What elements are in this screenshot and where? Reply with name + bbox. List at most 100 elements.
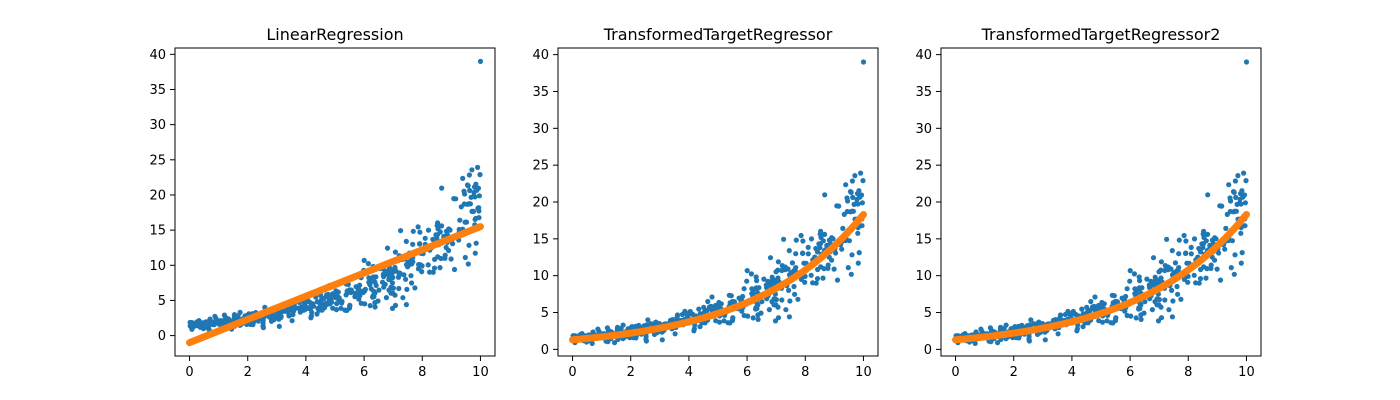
scatter-point [1240, 194, 1246, 200]
scatter-point [775, 304, 781, 310]
scatter-point [731, 299, 737, 305]
scatter-point [750, 315, 756, 321]
scatter-point [289, 318, 295, 324]
scatter-point [1027, 322, 1033, 328]
scatter-point [848, 271, 854, 277]
scatter-point [325, 299, 331, 305]
scatter-point [461, 188, 467, 194]
scatter-point [1208, 262, 1214, 268]
scatter-point [476, 215, 482, 221]
scatter-point [435, 220, 441, 226]
scatter-point [1204, 266, 1210, 272]
scatter-point [1205, 231, 1211, 237]
scatter-point [775, 259, 781, 265]
x-tick-label: 6 [1126, 365, 1134, 380]
y-tick-label: 30 [915, 122, 932, 137]
scatter-point [589, 340, 595, 346]
scatter-point [1062, 311, 1068, 318]
scatter-point [697, 324, 703, 330]
scatter-point [843, 182, 849, 188]
scatter-point [1165, 264, 1171, 270]
scatter-point [223, 319, 229, 325]
x-tick-label: 2 [1010, 365, 1018, 380]
scatter-point [462, 254, 468, 261]
scatter-point [451, 266, 458, 273]
scatter-point [1239, 188, 1245, 194]
scatter-point [196, 318, 202, 324]
scatter-point [848, 189, 854, 195]
scatter-point [820, 238, 826, 244]
scatter-point [836, 203, 842, 209]
scatter-point [855, 230, 861, 236]
scatter-point [403, 238, 409, 244]
scatter-point [1150, 255, 1157, 261]
scatter-point [425, 262, 431, 268]
scatter-point [786, 248, 792, 254]
scatter-point [333, 307, 340, 313]
scatter-point [400, 295, 406, 301]
axis-ticks: 0 2 4 6 8 10 0 5 10 15 20 25 30 35 40 [915, 48, 1254, 380]
scatter-point [438, 255, 444, 262]
scatter-point [1232, 178, 1238, 184]
scatter-point [1198, 266, 1204, 273]
scatter-point [370, 275, 376, 281]
scatter-point [281, 308, 287, 314]
scatter-point [765, 278, 771, 284]
scatter-point [1197, 276, 1204, 282]
scatter-point [705, 298, 711, 305]
scatter-point [644, 322, 650, 328]
scatter-point [469, 167, 475, 173]
scatter-point [1205, 192, 1211, 198]
scatter-point [857, 194, 863, 200]
scatter-point [1088, 298, 1094, 305]
scatter-point [793, 265, 799, 271]
panel-transformed-target-regressor-2: TransformedTargetRegressor2 0 2 4 6 8 10 0 5 10 1… [915, 25, 1262, 380]
plot-area [186, 58, 484, 347]
scatter-point [1188, 244, 1194, 250]
scatter-point [782, 264, 788, 270]
scatter-point [798, 232, 804, 239]
scatter-point [1149, 307, 1155, 313]
scatter-point [815, 266, 821, 273]
scatter-point [1113, 315, 1119, 321]
scatter-point [1238, 230, 1244, 236]
scatter-point [1183, 238, 1189, 244]
scatter-point [659, 337, 665, 343]
x-tick-label: 10 [472, 365, 489, 380]
scatter-point [1237, 200, 1243, 206]
scatter-point [1124, 312, 1130, 319]
scatter-point [962, 331, 968, 337]
scatter-point [1183, 250, 1189, 256]
scatter-point [388, 267, 394, 273]
scatter-point [476, 193, 482, 199]
scatter-point [1166, 307, 1172, 313]
scatter-point [1214, 266, 1220, 272]
scatter-point [1138, 316, 1144, 322]
scatter-point [849, 252, 855, 258]
scatter-point [1235, 173, 1241, 179]
y-tick-label: 10 [915, 269, 932, 284]
scatter-point [1057, 315, 1063, 321]
scatter-point [1085, 320, 1091, 326]
scatter-point [1176, 237, 1182, 243]
scatter-point [336, 295, 342, 301]
scatter-point [973, 329, 979, 335]
axis-ticks: 0 2 4 6 8 10 0 5 10 15 20 25 30 35 40 [149, 48, 488, 380]
scatter-point [1162, 267, 1168, 274]
scatter-point [1185, 279, 1191, 285]
scatter-point [453, 196, 459, 202]
scatter-point [268, 318, 275, 324]
scatter-point [643, 333, 649, 340]
scatter-point [207, 316, 213, 322]
scatter-point [1148, 278, 1154, 284]
y-tick-label: 35 [915, 85, 932, 100]
scatter-point [260, 320, 266, 326]
scatter-point [1172, 260, 1178, 266]
scatter-point [396, 270, 402, 276]
scatter-point [386, 276, 392, 283]
scatter-point [834, 277, 841, 283]
scatter-point [978, 326, 984, 332]
scatter-point [679, 311, 685, 318]
y-tick-label: 40 [532, 48, 549, 63]
x-tick-label: 10 [1238, 365, 1255, 380]
